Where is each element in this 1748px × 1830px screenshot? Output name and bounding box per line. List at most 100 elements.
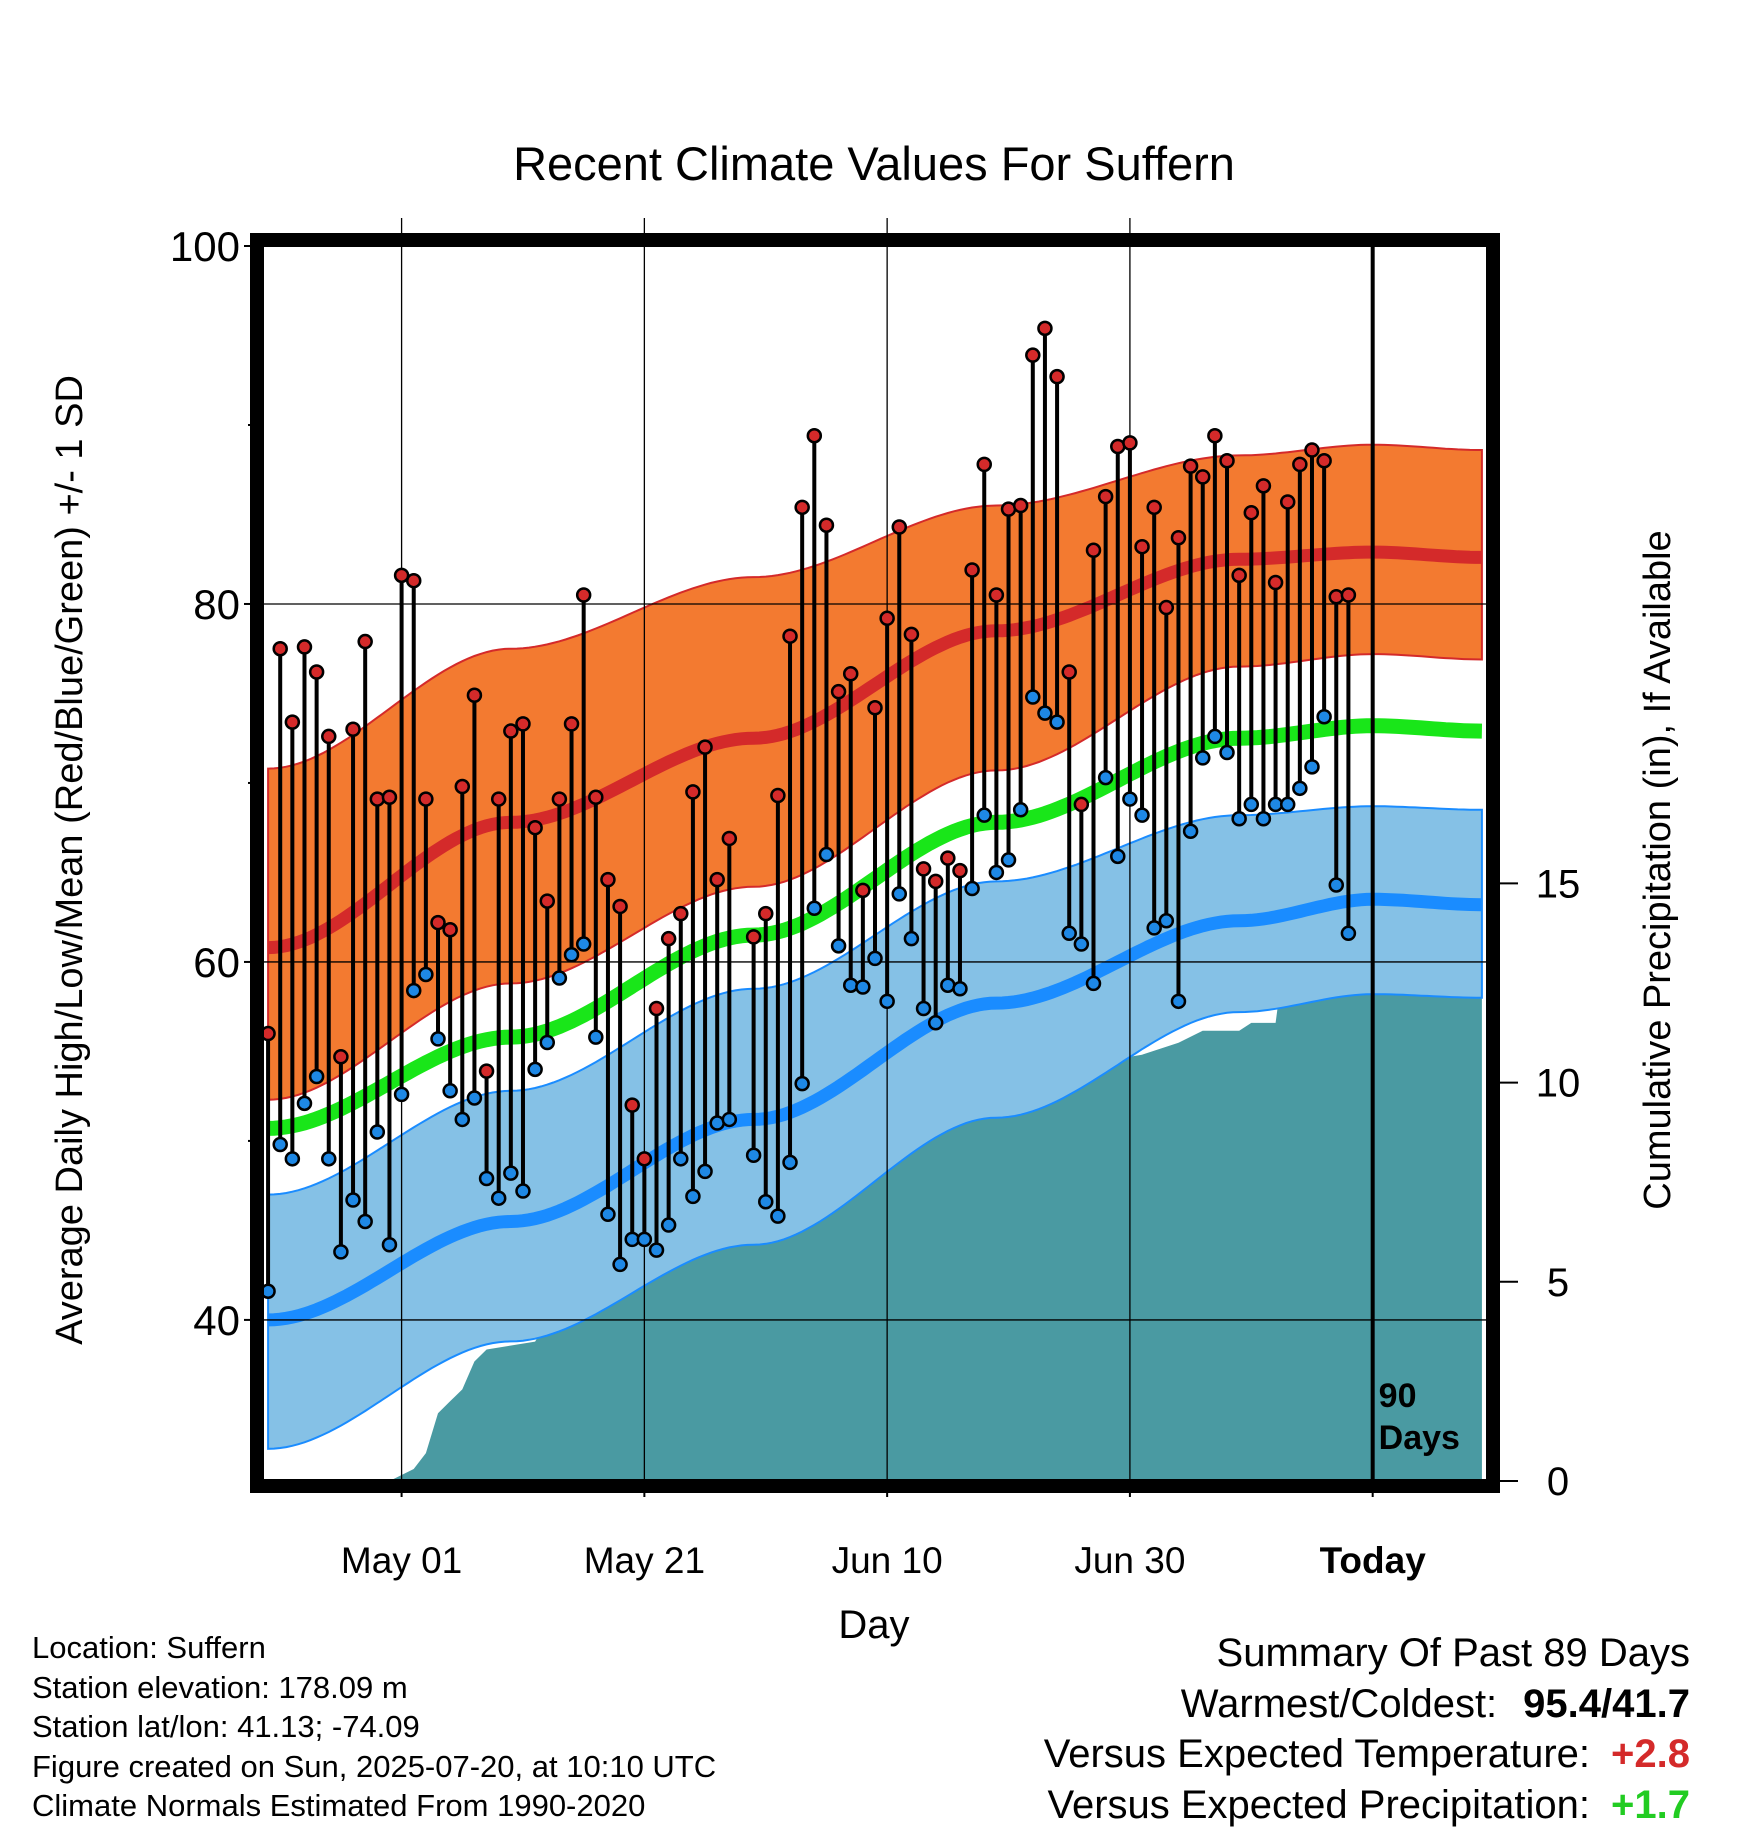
low-point <box>286 1152 299 1165</box>
low-point <box>395 1088 408 1101</box>
high-point <box>1257 479 1270 492</box>
figure-created: Figure created on Sun, 2025-07-20, at 10… <box>32 1747 716 1787</box>
high-point <box>419 793 432 806</box>
high-point <box>456 780 469 793</box>
high-point <box>516 717 529 730</box>
high-point <box>747 930 760 943</box>
high-point <box>1305 444 1318 457</box>
low-point <box>541 1036 554 1049</box>
low-point <box>1281 798 1294 811</box>
low-point <box>1293 782 1306 795</box>
high-point <box>686 785 699 798</box>
summary-warmest-coldest: Warmest/Coldest:95.4/41.7 <box>1044 1679 1690 1730</box>
high-point <box>310 665 323 678</box>
low-point <box>699 1165 712 1178</box>
high-point <box>929 875 942 888</box>
low-point <box>881 995 894 1008</box>
high-point <box>893 521 906 534</box>
y2-tick-label: 5 <box>1547 1261 1569 1305</box>
low-point <box>1233 812 1246 825</box>
precipitation-label: Versus Expected Precipitation: <box>1047 1783 1590 1827</box>
low-point <box>553 972 566 985</box>
low-point <box>492 1192 505 1205</box>
high-point <box>626 1099 639 1112</box>
high-point <box>1014 499 1027 512</box>
low-point <box>820 848 833 861</box>
low-point <box>589 1031 602 1044</box>
climate-normals: Climate Normals Estimated From 1990-2020 <box>32 1786 716 1826</box>
high-point <box>662 932 675 945</box>
low-point <box>1136 809 1149 822</box>
high-point <box>359 635 372 648</box>
low-point <box>1172 995 1185 1008</box>
high-point <box>1063 665 1076 678</box>
high-point <box>274 642 287 655</box>
high-point <box>1269 576 1282 589</box>
high-point <box>1075 798 1088 811</box>
high-point <box>1051 370 1064 383</box>
high-point <box>589 791 602 804</box>
low-point <box>844 979 857 992</box>
y-tick-label: 40 <box>193 1297 240 1344</box>
warmest-coldest-value: 95.4/41.7 <box>1523 1682 1690 1726</box>
summary-precipitation: Versus Expected Precipitation:+1.7 <box>1044 1780 1690 1830</box>
low-point <box>432 1032 445 1045</box>
low-point <box>1208 730 1221 743</box>
low-point <box>322 1152 335 1165</box>
x-tick-label: Jun 10 <box>832 1540 943 1581</box>
high-point <box>674 907 687 920</box>
high-point <box>601 873 614 886</box>
high-point <box>856 884 869 897</box>
low-point <box>759 1195 772 1208</box>
low-point <box>1099 771 1112 784</box>
high-point <box>347 723 360 736</box>
temperature-label: Versus Expected Temperature: <box>1044 1732 1590 1776</box>
low-point <box>893 887 906 900</box>
low-point <box>662 1219 675 1232</box>
high-point <box>1172 531 1185 544</box>
low-point <box>990 866 1003 879</box>
high-point <box>1099 490 1112 503</box>
high-point <box>1184 460 1197 473</box>
low-point <box>456 1113 469 1126</box>
low-point <box>796 1077 809 1090</box>
high-point <box>978 458 991 471</box>
low-point <box>407 984 420 997</box>
low-point <box>1196 751 1209 764</box>
high-point <box>383 791 396 804</box>
high-point <box>492 793 505 806</box>
high-point <box>504 725 517 738</box>
high-point <box>1318 454 1331 467</box>
high-point <box>650 1002 663 1015</box>
summary-temperature: Versus Expected Temperature: +2.8 <box>1044 1729 1690 1780</box>
high-point <box>1160 601 1173 614</box>
low-point <box>1342 927 1355 940</box>
low-point <box>480 1172 493 1185</box>
high-point <box>881 612 894 625</box>
high-point <box>1087 544 1100 557</box>
high-point <box>1245 506 1258 519</box>
summary-panel: Summary Of Past 89 Days Warmest/Coldest:… <box>1044 1628 1690 1830</box>
y2-tick-label: 0 <box>1547 1460 1569 1504</box>
station-info: Location: Suffern Station elevation: 178… <box>32 1628 716 1826</box>
low-point <box>359 1215 372 1228</box>
high-point <box>541 895 554 908</box>
y2-tick-label: 15 <box>1536 862 1581 906</box>
low-point <box>771 1210 784 1223</box>
low-point <box>1245 798 1258 811</box>
high-point <box>844 667 857 680</box>
low-point <box>298 1097 311 1110</box>
low-point <box>1063 927 1076 940</box>
high-point <box>1233 569 1246 582</box>
low-point <box>966 882 979 895</box>
low-point <box>917 1002 930 1015</box>
low-point <box>334 1245 347 1258</box>
station-elevation: Station elevation: 178.09 m <box>32 1668 716 1708</box>
low-point <box>1318 710 1331 723</box>
low-point <box>674 1152 687 1165</box>
high-point <box>1208 429 1221 442</box>
temperature-value: +2.8 <box>1610 1729 1690 1780</box>
low-point <box>577 938 590 951</box>
high-point <box>1293 458 1306 471</box>
